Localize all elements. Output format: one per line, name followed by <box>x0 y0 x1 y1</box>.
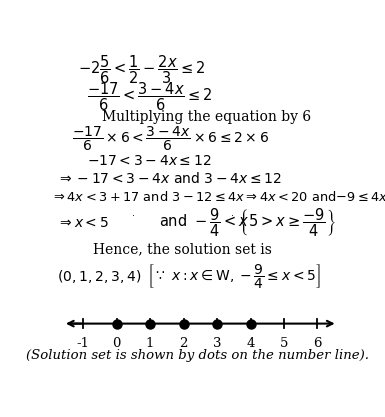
Text: $\Rightarrow -17 < 3 - 4x\ \mathrm{and}\ 3 - 4x \leq 12$: $\Rightarrow -17 < 3 - 4x\ \mathrm{and}\… <box>57 171 282 186</box>
Text: $.$: $.$ <box>229 208 234 218</box>
Text: $\Rightarrow x < 5$: $\Rightarrow x < 5$ <box>57 216 109 230</box>
Text: $.$: $.$ <box>131 208 135 218</box>
Text: 6: 6 <box>313 337 322 350</box>
Text: (Solution set is shown by dots on the number line).: (Solution set is shown by dots on the nu… <box>26 349 369 362</box>
Text: 5: 5 <box>280 337 288 350</box>
Text: $\mathrm{and}\ -\dfrac{9}{4} < x$: $\mathrm{and}\ -\dfrac{9}{4} < x$ <box>159 206 249 239</box>
Text: 1: 1 <box>146 337 154 350</box>
Text: 2: 2 <box>179 337 188 350</box>
Text: $\dfrac{-17}{6} \times 6 < \dfrac{3-4x}{6} \times 6 \leq 2 \times 6$: $\dfrac{-17}{6} \times 6 < \dfrac{3-4x}{… <box>72 125 269 153</box>
Text: $\Rightarrow 4x < 3+17\ \mathrm{and}\ 3-12 \leq 4x \Rightarrow 4x < 20\ \mathrm{: $\Rightarrow 4x < 3+17\ \mathrm{and}\ 3-… <box>51 190 385 204</box>
Text: 3: 3 <box>213 337 221 350</box>
Text: 0: 0 <box>112 337 121 350</box>
Text: 4: 4 <box>246 337 255 350</box>
Text: -1: -1 <box>77 337 90 350</box>
Text: $-17 < 3 - 4x \leq 12$: $-17 < 3 - 4x \leq 12$ <box>87 154 211 168</box>
Text: $\left\{5 > x \geq \dfrac{-9}{4}\right\}$: $\left\{5 > x \geq \dfrac{-9}{4}\right\}… <box>238 206 336 239</box>
Text: $-2\dfrac{5}{6} < \dfrac{1}{2} - \dfrac{2x}{3} \leq 2$: $-2\dfrac{5}{6} < \dfrac{1}{2} - \dfrac{… <box>78 54 205 86</box>
Text: $\dfrac{-17}{6} < \dfrac{3-4x}{6} \leq 2$: $\dfrac{-17}{6} < \dfrac{3-4x}{6} \leq 2… <box>87 80 213 113</box>
Text: $(0, 1, 2, 3, 4)$: $(0, 1, 2, 3, 4)$ <box>57 268 141 285</box>
Text: $\left[\because\ x : x \in \mathrm{W}, -\dfrac{9}{4} \leq x < 5\right]$: $\left[\because\ x : x \in \mathrm{W}, -… <box>147 262 320 291</box>
Text: Multiplying the equation by 6: Multiplying the equation by 6 <box>102 111 311 124</box>
Text: Hence, the solution set is: Hence, the solution set is <box>93 243 272 257</box>
